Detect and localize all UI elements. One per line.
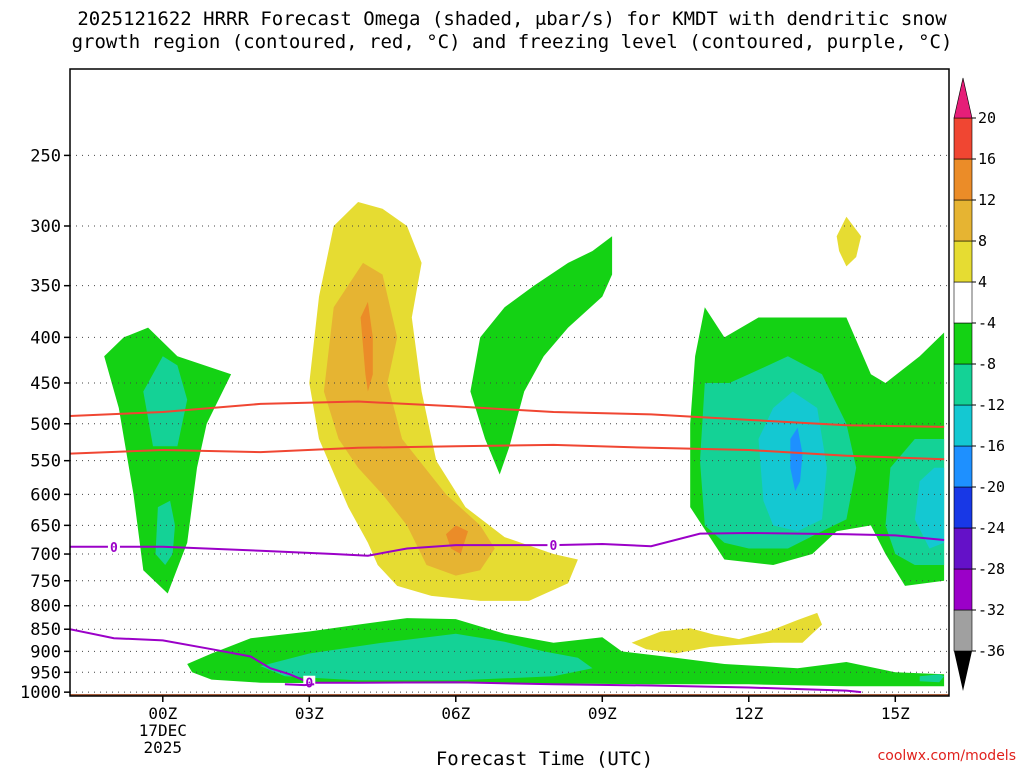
- x-tick-label-06Z: 06Z: [441, 704, 470, 723]
- colorbar-bin-8: [953, 281, 973, 324]
- y-tick-label-750: 750: [30, 572, 61, 592]
- freezing-label-0-0: 0: [110, 541, 118, 556]
- y-tick-label-600: 600: [30, 485, 61, 505]
- colorbar-label-2: -28: [978, 560, 1005, 578]
- omega-region-0: [104, 327, 232, 594]
- omega-region-8: [470, 236, 613, 475]
- pressure-gridlines: [70, 154, 949, 693]
- y-tick-label-800: 800: [30, 597, 61, 617]
- colorbar-label-1: -32: [978, 601, 1005, 619]
- y-tick-label-500: 500: [30, 415, 61, 435]
- y-tick-label-850: 850: [30, 620, 61, 640]
- colorbar-bin-2: [953, 527, 973, 570]
- y-tick-label-1000: 1000: [20, 683, 61, 703]
- freezing-label-bg-0-1: [547, 538, 560, 553]
- x-tick-sublabel: 17DEC: [139, 721, 187, 740]
- colorbar-bin-11: [953, 158, 973, 201]
- colorbar-label-13: 20: [978, 109, 996, 127]
- omega-region-18: [631, 612, 822, 654]
- terrain-layer: [70, 694, 949, 696]
- omega-region-17: [919, 674, 945, 683]
- freezing-contour-2: [284, 683, 315, 687]
- colorbar-label-11: 12: [978, 191, 996, 209]
- colorbar-label-4: -20: [978, 478, 1005, 496]
- colorbar-label-3: -24: [978, 519, 1005, 537]
- y-tick-label-650: 650: [30, 516, 61, 536]
- title-line-2: growth region (contoured, red, °C) and f…: [71, 31, 953, 53]
- x-tick-label-15Z: 15Z: [881, 704, 910, 723]
- colorbar-bin-1: [953, 568, 973, 611]
- omega-shaded-regions: [104, 202, 945, 687]
- omega-region-14: [914, 467, 945, 549]
- y-tick-label-950: 950: [30, 663, 61, 683]
- y-tick-label-350: 350: [30, 277, 61, 297]
- omega-region-2: [155, 500, 175, 565]
- colorbar-label-9: 4: [978, 273, 987, 291]
- omega-region-6: [446, 525, 468, 554]
- freezing-label-bg-1-0: [303, 675, 316, 690]
- omega-region-5: [360, 301, 373, 392]
- x-axis-title: Forecast Time (UTC): [436, 748, 653, 768]
- dgz-contour-1: [70, 443, 945, 461]
- colorbar-bin-7: [953, 322, 973, 365]
- dgz-contour-0: [70, 400, 945, 428]
- freezing-label-bg-0-0: [107, 539, 120, 554]
- colorbar-bin-5: [953, 404, 973, 447]
- y-tick-label-900: 900: [30, 642, 61, 662]
- colorbar-label-0: -36: [978, 642, 1005, 660]
- x-tick-label-03Z: 03Z: [295, 704, 324, 723]
- colorbar-label-8: -4: [978, 314, 996, 332]
- colorbar-label-10: 8: [978, 232, 987, 250]
- temperature-contours: 0 00: [70, 400, 945, 694]
- x-tick-label-09Z: 09Z: [588, 704, 617, 723]
- omega-colorbar: -36 -32 -28 -24 -20 -16 -12 -8 -4 4 8 12 16 20: [953, 77, 1005, 691]
- colorbar-bin-12: [953, 117, 973, 160]
- colorbar-upper-arrow: [953, 77, 973, 119]
- colorbar-label-12: 16: [978, 150, 996, 168]
- chart-title: 2025121622 HRRR Forecast Omega (shaded, …: [0, 8, 1024, 54]
- title-line-1: 2025121622 HRRR Forecast Omega (shaded, …: [77, 8, 947, 30]
- colorbar-bin-10: [953, 199, 973, 242]
- colorbar-bin-3: [953, 486, 973, 529]
- omega-region-12: [790, 427, 803, 492]
- x-tick-year: 2025: [144, 738, 183, 757]
- y-tick-label-700: 700: [30, 545, 61, 565]
- colorbar-bin-9: [953, 240, 973, 283]
- x-tick-label-12Z: 12Z: [734, 704, 763, 723]
- y-tick-label-250: 250: [30, 146, 61, 166]
- colorbar-label-7: -8: [978, 355, 996, 373]
- y-tick-label-300: 300: [30, 217, 61, 237]
- x-tick-label-00Z: 00Z: [148, 704, 177, 723]
- colorbar-label-5: -16: [978, 437, 1005, 455]
- freezing-label-0-1: 0: [550, 539, 558, 554]
- colorbar-bin-6: [953, 363, 973, 406]
- omega-region-16: [260, 633, 593, 681]
- colorbar-bin-0: [953, 609, 973, 652]
- y-tick-label-400: 400: [30, 328, 61, 348]
- colorbar-bin-4: [953, 445, 973, 488]
- y-tick-label-550: 550: [30, 452, 61, 472]
- pressure-axis: 2503003504004505005506006507007508008509…: [20, 146, 70, 703]
- colorbar-label-6: -12: [978, 396, 1005, 414]
- omega-region-7: [836, 216, 862, 267]
- colorbar-lower-arrow: [954, 651, 972, 691]
- credit-text: coolwx.com/models: [877, 748, 1016, 764]
- terrain-band: [70, 694, 949, 696]
- y-tick-label-450: 450: [30, 374, 61, 394]
